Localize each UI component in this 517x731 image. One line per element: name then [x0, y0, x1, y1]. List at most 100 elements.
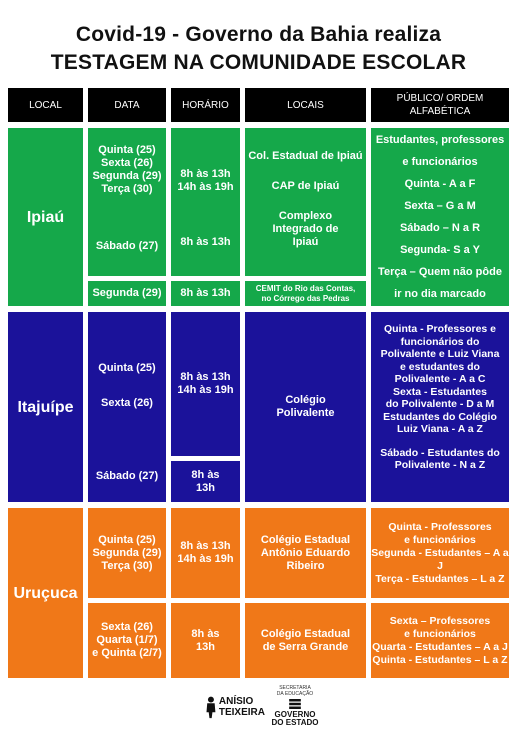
- urucuca-public-a: Quinta - Professores e funcionários Segu…: [371, 508, 509, 598]
- place-item: CAP de Ipiaú: [271, 180, 340, 192]
- public-item: Polivalente - N a Z: [394, 459, 486, 471]
- public-item: Sábado - Estudantes do: [380, 446, 500, 459]
- public-item: Segunda- S a Y: [400, 244, 480, 256]
- itajuipe-hours: 8h às 13h 14h às 19h: [171, 312, 240, 456]
- header-data: DATA: [88, 88, 166, 122]
- urucuca-public-b: Sexta – Professores e funcionários Quart…: [371, 603, 509, 678]
- date-item: Terça (30): [101, 183, 153, 195]
- date-item: Sexta (26): [101, 157, 153, 169]
- public-item: Quinta - Professores e: [383, 323, 497, 335]
- header-publico: PÚBLICO/ ORDEM ALFABÉTICA: [371, 88, 509, 122]
- place-item: no Córrego das Pedras: [261, 293, 350, 303]
- public-item: Sexta – G a M: [404, 200, 476, 212]
- hours-item: 13h: [196, 481, 215, 494]
- anisio-logo-text: ANÍSIO: [218, 696, 254, 707]
- hours-item: 8h às: [191, 627, 220, 640]
- public-item: Quinta - Estudantes – L a Z: [372, 653, 508, 666]
- governo-text: GOVERNO: [274, 710, 316, 719]
- anisio-logo-text: TEIXEIRA: [218, 707, 265, 718]
- public-item: do Polivalente - D a M: [385, 398, 495, 410]
- place-item: Colégio Estadual: [260, 627, 351, 640]
- hours-item: 14h às 19h: [177, 553, 234, 565]
- public-item: e estudantes do: [400, 360, 480, 373]
- place-item: Antônio Eduardo: [260, 546, 351, 559]
- date-item: Sábado (27): [95, 470, 159, 482]
- itajuipe-place: Colégio Polivalente: [245, 312, 366, 502]
- page-title-line2: TESTAGEM NA COMUNIDADE ESCOLAR: [50, 51, 467, 74]
- ipiau-hours-extra: 8h às 13h: [171, 281, 240, 306]
- secretaria-text: DA EDUCAÇÃO: [276, 691, 314, 697]
- urucuca-place-b: Colégio Estadual de Serra Grande: [245, 603, 366, 678]
- date-item: Quarta (1/7): [96, 634, 158, 646]
- date-item: Segunda (29): [92, 170, 162, 182]
- hours-item: 8h às 13h: [180, 371, 231, 383]
- public-item: Polivalente - A a C: [394, 373, 486, 385]
- hours-item: 13h: [196, 640, 215, 653]
- date-item: Sexta (26): [101, 397, 153, 409]
- public-item: Estudantes do Colégio: [383, 410, 497, 423]
- urucuca-dates-b: Sexta (26) Quarta (1/7) e Quinta (2/7): [88, 603, 166, 678]
- place-item: Colégio Estadual: [260, 533, 351, 546]
- public-item: Quinta - Professores: [388, 520, 492, 533]
- place-item: de Serra Grande: [262, 640, 349, 653]
- city-itajuipe: Itajuípe: [8, 312, 83, 502]
- date-item: Quinta (25): [98, 362, 156, 374]
- date-item: Quinta (25): [98, 533, 156, 546]
- public-item: e funcionários: [404, 627, 476, 640]
- page-title-line1: Covid-19 - Governo da Bahia realiza: [75, 23, 442, 46]
- hours-item: 14h às 19h: [177, 181, 234, 193]
- urucuca-place-a: Colégio Estadual Antônio Eduardo Ribeiro: [245, 508, 366, 598]
- date-item: Sexta (26): [101, 621, 153, 633]
- ipiau-dates: Quinta (25) Sexta (26) Segunda (29) Terç…: [88, 128, 166, 276]
- place-item: Colégio: [285, 394, 326, 406]
- date-item: e Quinta (2/7): [92, 647, 162, 659]
- header-local: LOCAL: [8, 88, 83, 122]
- urucuca-hours-b: 8h às 13h: [171, 603, 240, 678]
- governo-mark-icon: [289, 699, 301, 709]
- public-item: Luiz Viana - A a Z: [397, 423, 483, 435]
- city-urucuca: Uruçuca: [8, 508, 83, 678]
- date-item: Segunda (29): [92, 546, 162, 559]
- ipiau-places: Col. Estadual de Ipiaú CAP de Ipiaú Comp…: [245, 128, 366, 276]
- governo-text: DO ESTADO: [271, 718, 319, 727]
- secretaria-text: SECRETARIA: [279, 685, 311, 691]
- itajuipe-public: Quinta - Professores e funcionários do P…: [371, 312, 509, 502]
- governo-bahia-logo: SECRETARIA DA EDUCAÇÃO GOVERNO DO ESTADO: [270, 685, 320, 727]
- date-item: Terça (30): [101, 559, 153, 572]
- city-ipiau: Ipiaú: [8, 128, 83, 306]
- ipiau-place-extra: CEMIT do Rio das Contas, no Córrego das …: [245, 281, 366, 306]
- public-item: Sábado – N a R: [399, 222, 481, 234]
- date-item: Quinta (25): [98, 144, 156, 156]
- header-horario: HORÁRIO: [171, 88, 240, 122]
- ipiau-hours: 8h às 13h 14h às 19h 8h às 13h: [171, 128, 240, 276]
- public-item: Estudantes, professores: [375, 134, 505, 146]
- itajuipe-hours-extra: 8h às 13h: [171, 461, 240, 502]
- ipiau-public: Estudantes, professores e funcionários Q…: [371, 128, 509, 306]
- place-item: Complexo Integrado de Ipiaú: [272, 210, 339, 248]
- public-item: Sexta - Estudantes: [393, 385, 487, 398]
- public-item: Terça – Quem não pôde: [378, 266, 502, 278]
- place-item: CEMIT do Rio das Contas,: [255, 283, 356, 293]
- ipiau-date-extra: Segunda (29): [88, 281, 166, 306]
- hours-item: 8h às 13h: [180, 540, 231, 552]
- date-item: Sábado (27): [95, 240, 159, 252]
- urucuca-dates-a: Quinta (25) Segunda (29) Terça (30): [88, 508, 166, 598]
- public-item: funcionários do: [400, 335, 480, 348]
- hours-item: 14h às 19h: [177, 384, 234, 396]
- public-item: e funcionários: [402, 156, 478, 168]
- public-item: Polivalente e Luiz Viana: [380, 348, 500, 360]
- urucuca-hours-a: 8h às 13h 14h às 19h: [171, 508, 240, 598]
- hours-item: 8h às 13h: [180, 236, 231, 248]
- public-item: Sexta – Professores: [389, 614, 491, 627]
- public-item: e funcionários: [404, 533, 476, 546]
- public-item: ir no dia marcado: [394, 288, 486, 300]
- anisio-teixeira-logo: ANÍSIO TEIXEIRA: [205, 689, 265, 725]
- anisio-figure-icon: [206, 696, 216, 719]
- place-item: Col. Estadual de Ipiaú: [248, 150, 363, 162]
- public-item: Terça - Estudantes – L a Z: [375, 572, 505, 585]
- public-item: Quarta - Estudantes – A a J: [372, 640, 508, 653]
- place-item: Polivalente: [276, 407, 335, 419]
- header-locais: LOCAIS: [245, 88, 366, 122]
- hours-item: 8h às 13h: [180, 168, 231, 180]
- public-item: Quinta - A a F: [404, 178, 476, 190]
